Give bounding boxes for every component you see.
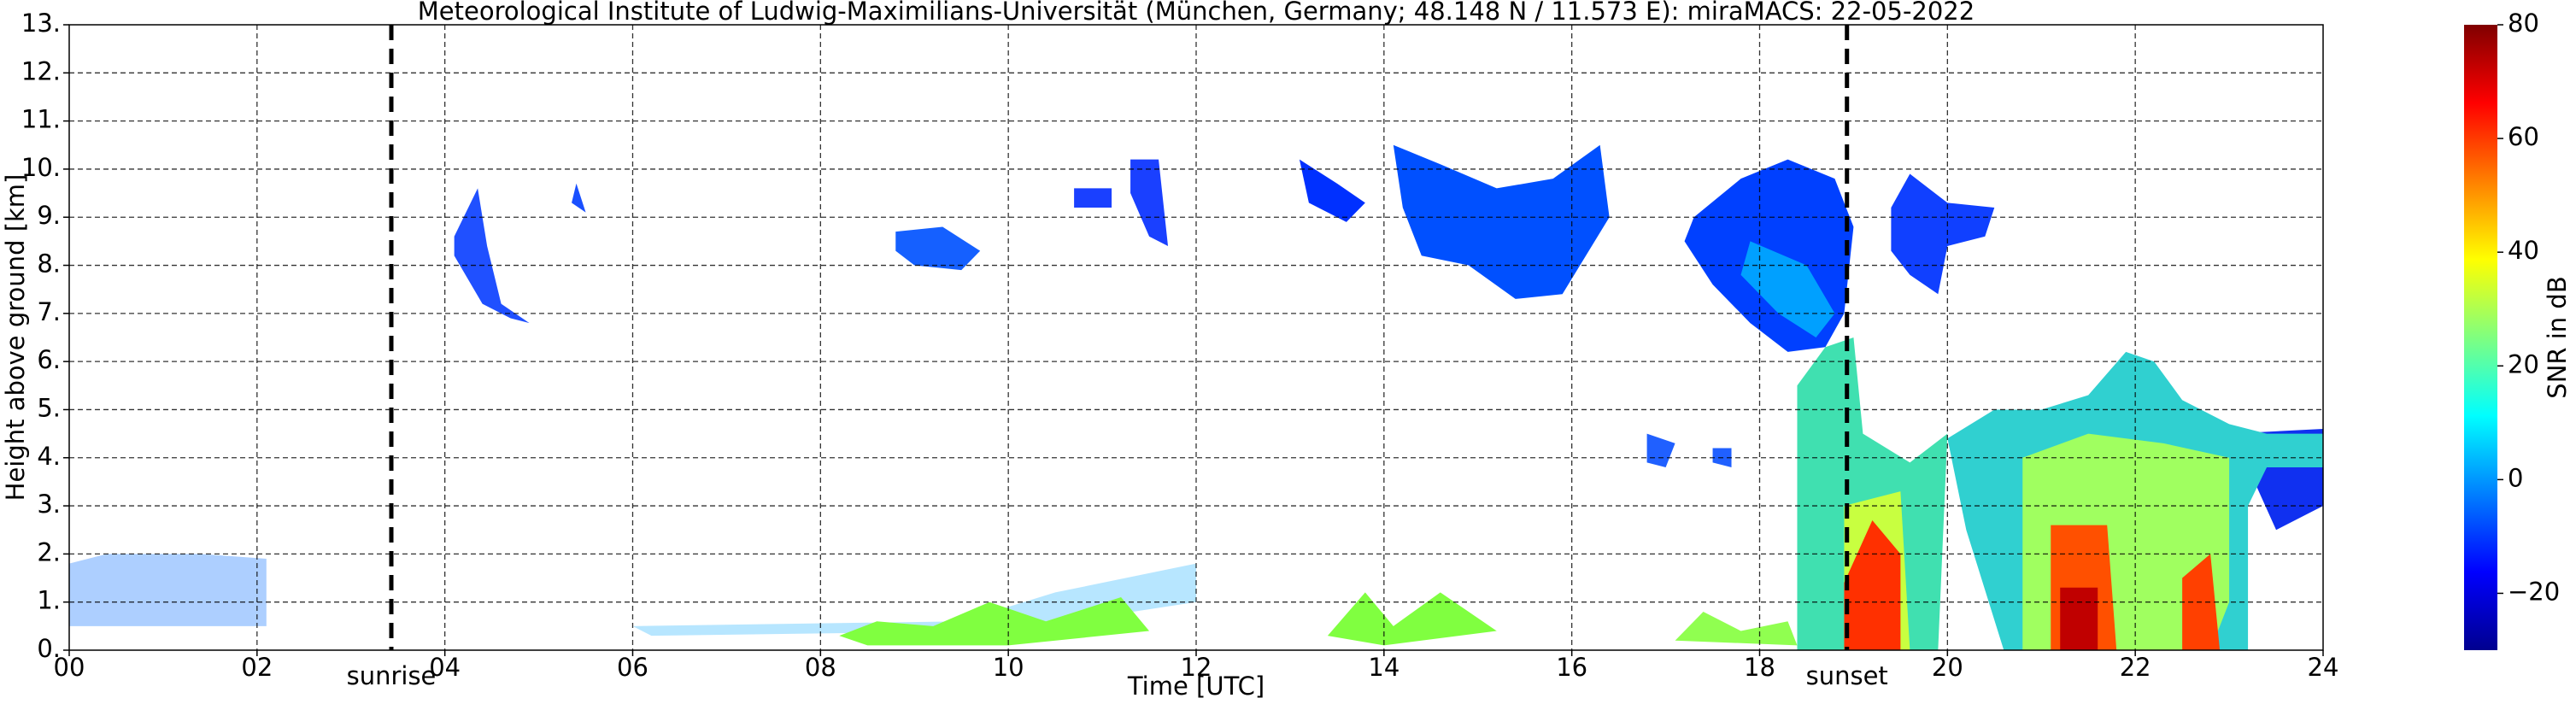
chart-title: Meteorological Institute of Ludwig-Maxim… bbox=[418, 0, 1975, 26]
x-tick-label: 12 bbox=[1181, 653, 1212, 682]
echo-region bbox=[572, 183, 586, 213]
y-tick-label: 12. bbox=[21, 56, 61, 85]
x-axis-label: Time [UTC] bbox=[1127, 672, 1265, 701]
x-tick-label: 00 bbox=[54, 653, 85, 682]
x-tick-label: 16 bbox=[1556, 653, 1587, 682]
echo-region bbox=[1327, 592, 1497, 646]
y-tick-label: 10. bbox=[21, 153, 61, 182]
y-tick-label: 1. bbox=[37, 586, 61, 615]
x-tick-label: 20 bbox=[1932, 653, 1963, 682]
y-tick-label: 7. bbox=[37, 297, 61, 326]
echo-region bbox=[69, 554, 267, 626]
y-axis-label: Height above ground [km] bbox=[1, 174, 30, 502]
colorbar-tick-label: 0 bbox=[2508, 463, 2523, 492]
echo-region bbox=[1646, 433, 1675, 468]
echo-field bbox=[69, 144, 2323, 650]
colorbar-tick-label: 80 bbox=[2508, 9, 2539, 38]
x-tick-label: 10 bbox=[993, 653, 1024, 682]
annotation-label: sunset bbox=[1806, 661, 1888, 690]
annotation-label: sunrise bbox=[347, 661, 437, 690]
y-tick-label: 6. bbox=[37, 345, 61, 374]
x-tick-label: 02 bbox=[241, 653, 273, 682]
colorbar-tick-label: 40 bbox=[2508, 236, 2539, 265]
x-tick-label: 06 bbox=[617, 653, 648, 682]
x-tick-label: 18 bbox=[1744, 653, 1775, 682]
y-tick-label: 2. bbox=[37, 537, 61, 566]
y-tick-label: 9. bbox=[37, 201, 61, 230]
x-tick-label: 04 bbox=[429, 653, 461, 682]
colorbar bbox=[2464, 25, 2497, 650]
x-tick-label: 22 bbox=[2120, 653, 2151, 682]
x-tick-label: 24 bbox=[2308, 653, 2339, 682]
echo-region bbox=[895, 226, 981, 271]
colorbar-label: SNR in dB bbox=[2543, 276, 2572, 398]
y-tick-label: 5. bbox=[37, 393, 61, 422]
x-tick-label: 08 bbox=[805, 653, 836, 682]
y-tick-label: 0. bbox=[37, 634, 61, 663]
y-tick-label: 11. bbox=[21, 105, 61, 134]
echo-region bbox=[1844, 519, 1901, 650]
echo-region bbox=[839, 597, 1150, 646]
y-tick-label: 3. bbox=[37, 490, 61, 519]
x-tick-label: 14 bbox=[1368, 653, 1399, 682]
echo-region bbox=[1130, 159, 1169, 246]
echo-region bbox=[1074, 188, 1112, 208]
colorbar-tick-label: 60 bbox=[2508, 122, 2539, 151]
echo-region bbox=[1675, 611, 1798, 646]
echo-region bbox=[1299, 159, 1365, 222]
echo-region bbox=[2060, 587, 2098, 650]
echo-region bbox=[1797, 337, 1948, 650]
echo-region bbox=[1891, 173, 1995, 295]
echo-region bbox=[1393, 144, 1610, 299]
colorbar-tick-label: 20 bbox=[2508, 349, 2539, 378]
echo-region bbox=[454, 188, 530, 324]
y-tick-label: 4. bbox=[37, 442, 61, 471]
y-tick-label: 13. bbox=[21, 9, 61, 38]
echo-region bbox=[632, 563, 1197, 637]
colorbar-tick-label: −20 bbox=[2508, 577, 2560, 606]
y-tick-label: 8. bbox=[37, 249, 61, 279]
